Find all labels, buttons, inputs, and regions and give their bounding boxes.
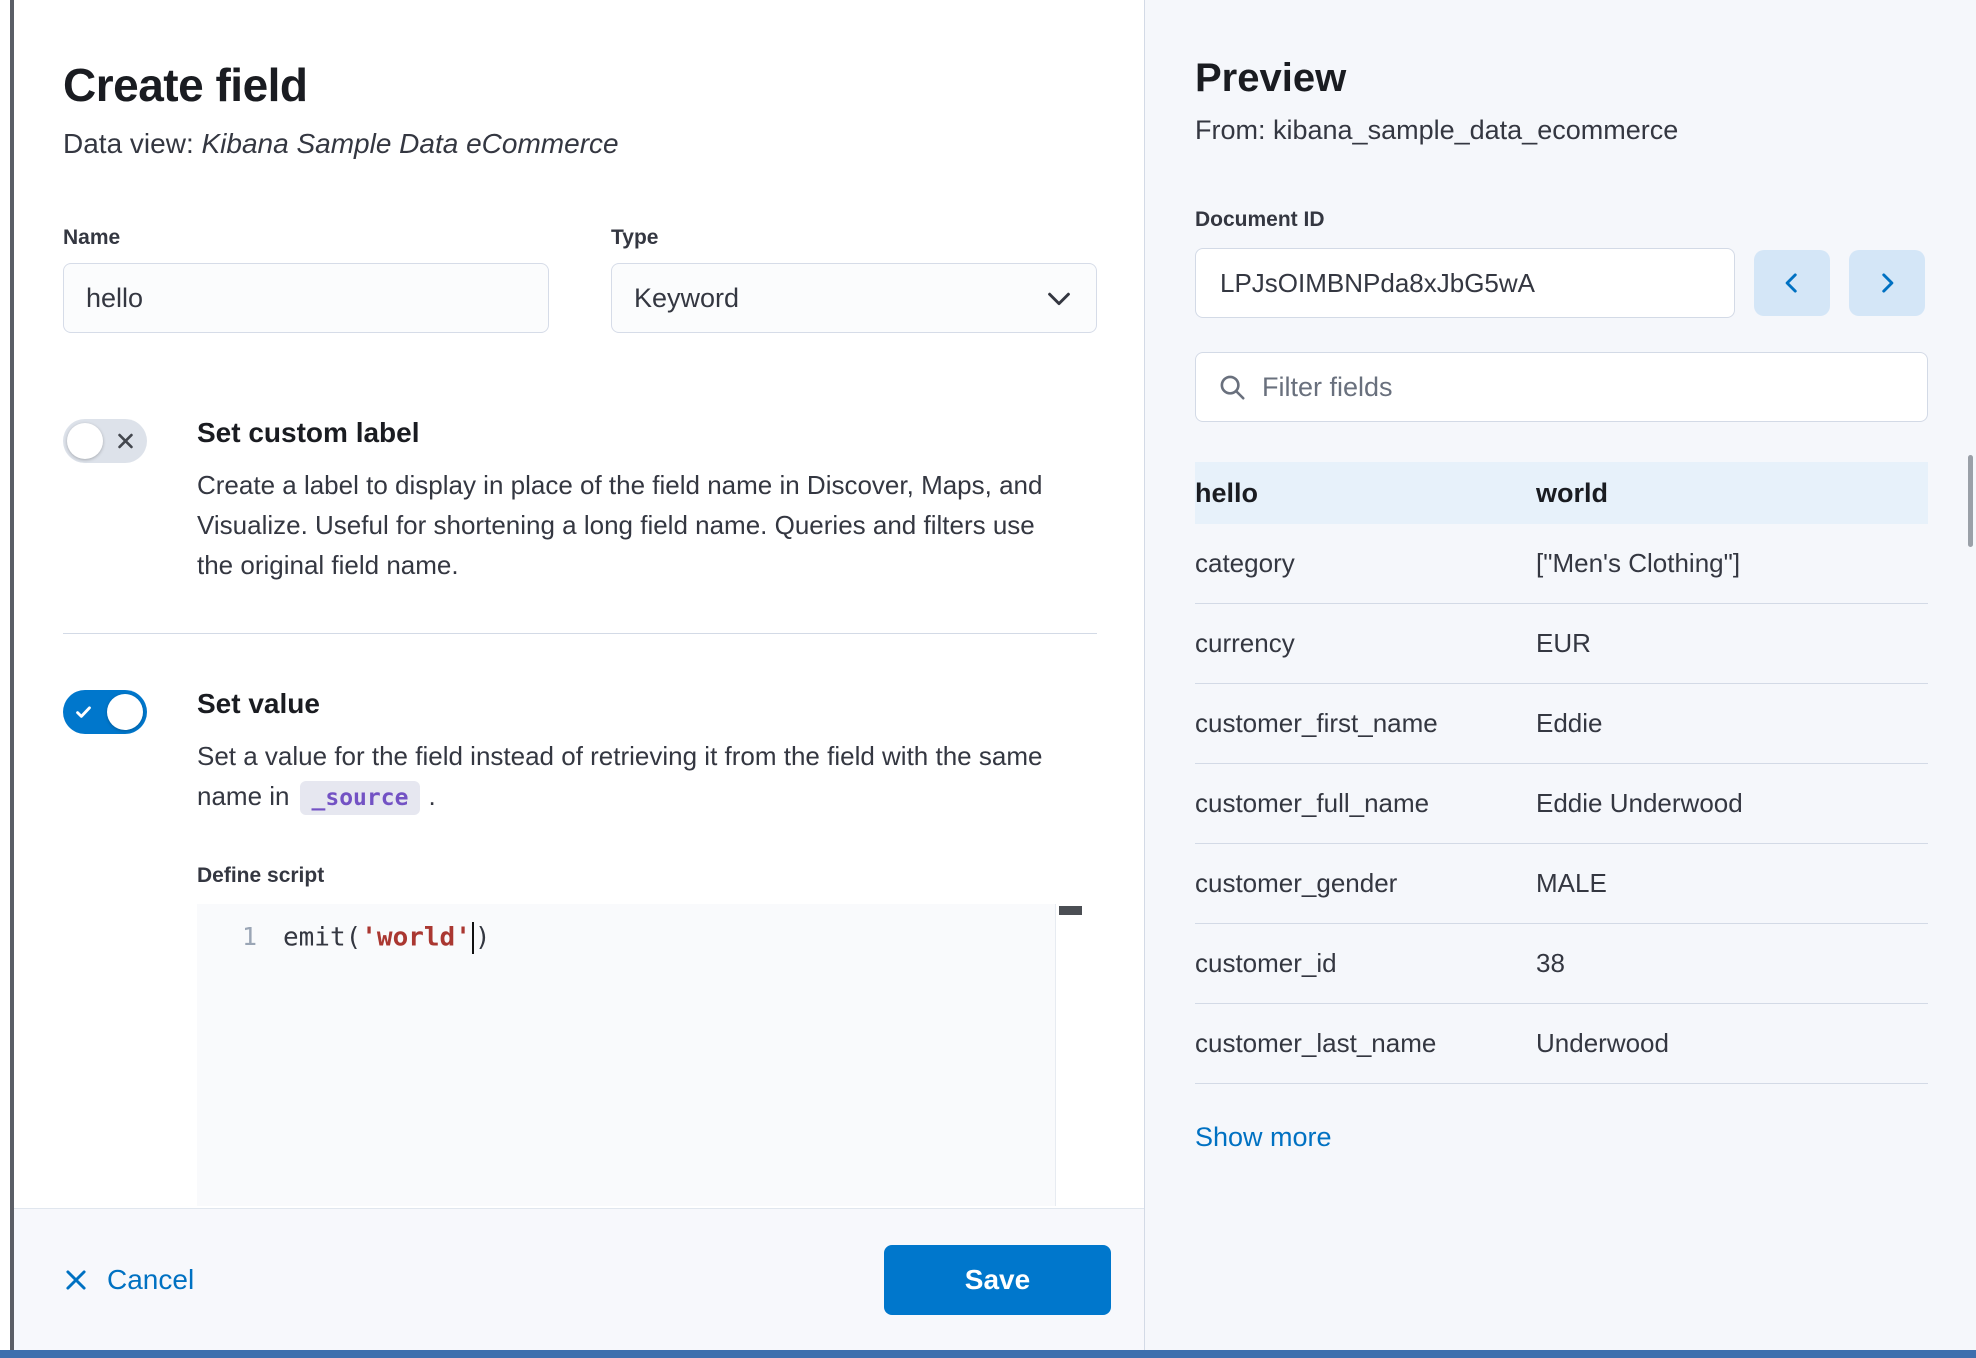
type-field-group: Type Keyword	[611, 226, 1097, 333]
field-name: currency	[1195, 628, 1295, 658]
search-icon	[1217, 372, 1247, 402]
field-value: MALE	[1536, 868, 1607, 898]
table-row: customer_last_name Underwood	[1195, 1004, 1928, 1084]
set-value-description: Set a value for the field instead of ret…	[197, 736, 1057, 818]
custom-label-heading: Set custom label	[197, 417, 420, 448]
field-value: Eddie Underwood	[1536, 788, 1743, 818]
preview-fields-table: hello world category ["Men's Clothing"] …	[1195, 462, 1928, 1084]
type-select[interactable]: Keyword	[611, 263, 1097, 333]
field-name: category	[1195, 548, 1295, 578]
field-name: customer_first_name	[1195, 708, 1438, 738]
table-row: customer_full_name Eddie Underwood	[1195, 764, 1928, 844]
window-edge	[10, 0, 14, 1350]
previous-document-button[interactable]	[1754, 250, 1830, 316]
table-header-value: world	[1536, 477, 1608, 508]
set-value-toggle-col	[63, 688, 197, 1206]
set-value-body: Set value Set a value for the field inst…	[197, 688, 1097, 1206]
field-name: customer_gender	[1195, 868, 1398, 898]
switch-check-icon	[74, 703, 93, 722]
preview-from: From: kibana_sample_data_ecommerce	[1195, 115, 1679, 145]
toggle-knob	[107, 694, 143, 730]
define-script-label: Define script	[197, 864, 325, 887]
next-document-button[interactable]	[1849, 250, 1925, 316]
filter-fields-wrap	[1195, 352, 1928, 422]
chevron-left-icon	[1779, 270, 1805, 296]
show-more-link[interactable]: Show more	[1195, 1122, 1332, 1152]
document-id-row	[1195, 248, 1928, 318]
code-token: emit(	[283, 922, 362, 953]
window-bottom-edge	[0, 1350, 1976, 1358]
custom-label-toggle-col	[63, 417, 197, 585]
field-value: 38	[1536, 948, 1565, 978]
type-label: Type	[611, 226, 659, 249]
define-script-block: Define script 1 emit('world')	[197, 864, 1097, 1206]
field-value: EUR	[1536, 628, 1591, 658]
filter-fields-input[interactable]	[1195, 352, 1928, 422]
close-icon	[63, 1267, 89, 1293]
name-field-group: Name	[63, 226, 549, 333]
field-name: customer_id	[1195, 948, 1337, 978]
data-view-subtitle: Data view: Kibana Sample Data eCommerce	[63, 128, 1111, 160]
field-name: customer_full_name	[1195, 788, 1430, 818]
chevron-right-icon	[1874, 270, 1900, 296]
cancel-label: Cancel	[107, 1263, 195, 1295]
flyout-footer: Cancel Save	[14, 1208, 1144, 1350]
chevron-down-icon	[1044, 283, 1074, 313]
table-row: category ["Men's Clothing"]	[1195, 524, 1928, 604]
document-id-label: Document ID	[1195, 208, 1325, 231]
custom-label-description: Create a label to display in place of th…	[197, 470, 1043, 580]
editor-code-line[interactable]: emit('world')	[283, 904, 491, 1206]
data-view-label: Data view:	[63, 128, 202, 159]
cancel-button[interactable]: Cancel	[63, 1264, 194, 1296]
field-value: Underwood	[1536, 1028, 1669, 1058]
table-row: customer_first_name Eddie	[1195, 684, 1928, 764]
preview-title: Preview	[1195, 56, 1347, 100]
field-value: Eddie	[1536, 708, 1603, 738]
source-code-badge: _source	[299, 781, 421, 815]
toggle-knob	[67, 423, 103, 459]
name-type-row: Name Type Keyword	[63, 226, 1097, 333]
field-name: customer_last_name	[1195, 1028, 1437, 1058]
custom-label-body: Set custom label Create a label to displ…	[197, 417, 1097, 585]
script-editor[interactable]: 1 emit('world')	[197, 904, 1085, 1206]
editor-line-number: 1	[241, 922, 257, 951]
code-string-token: 'world'	[361, 922, 471, 953]
text-cursor	[471, 922, 474, 954]
custom-label-toggle[interactable]	[63, 419, 147, 463]
scrollbar-thumb[interactable]	[1968, 455, 1973, 547]
table-header-row: hello world	[1195, 462, 1928, 524]
page-title: Create field	[63, 59, 308, 111]
table-row: currency EUR	[1195, 604, 1928, 684]
switch-cross-icon	[116, 432, 135, 451]
set-value-toggle[interactable]	[63, 690, 147, 734]
set-value-section: Set value Set a value for the field inst…	[63, 688, 1097, 1206]
field-value: ["Men's Clothing"]	[1536, 548, 1741, 578]
code-token: )	[474, 922, 491, 953]
custom-label-section: Set custom label Create a label to displ…	[63, 417, 1097, 585]
save-button[interactable]: Save	[884, 1244, 1111, 1315]
set-value-description-text: Set a value for the field instead of ret…	[197, 741, 1043, 811]
create-field-panel: Create field Data view: Kibana Sample Da…	[14, 0, 1144, 1350]
flyout-body: Create field Data view: Kibana Sample Da…	[14, 0, 1976, 1350]
data-view-name: Kibana Sample Data eCommerce	[201, 128, 619, 159]
set-value-heading: Set value	[197, 688, 320, 719]
preview-panel: Preview From: kibana_sample_data_ecommer…	[1144, 0, 1976, 1350]
table-row: customer_gender MALE	[1195, 844, 1928, 924]
section-divider	[63, 633, 1097, 634]
table-header-field: hello	[1195, 477, 1259, 508]
name-input[interactable]	[63, 263, 549, 333]
editor-minimap[interactable]	[1055, 904, 1085, 1206]
type-select-value: Keyword	[634, 282, 740, 313]
table-row: customer_id 38	[1195, 924, 1928, 1004]
document-id-input[interactable]	[1195, 248, 1735, 318]
set-value-description-period: .	[428, 781, 436, 811]
name-label: Name	[63, 226, 121, 249]
minimap-marker	[1059, 906, 1082, 915]
